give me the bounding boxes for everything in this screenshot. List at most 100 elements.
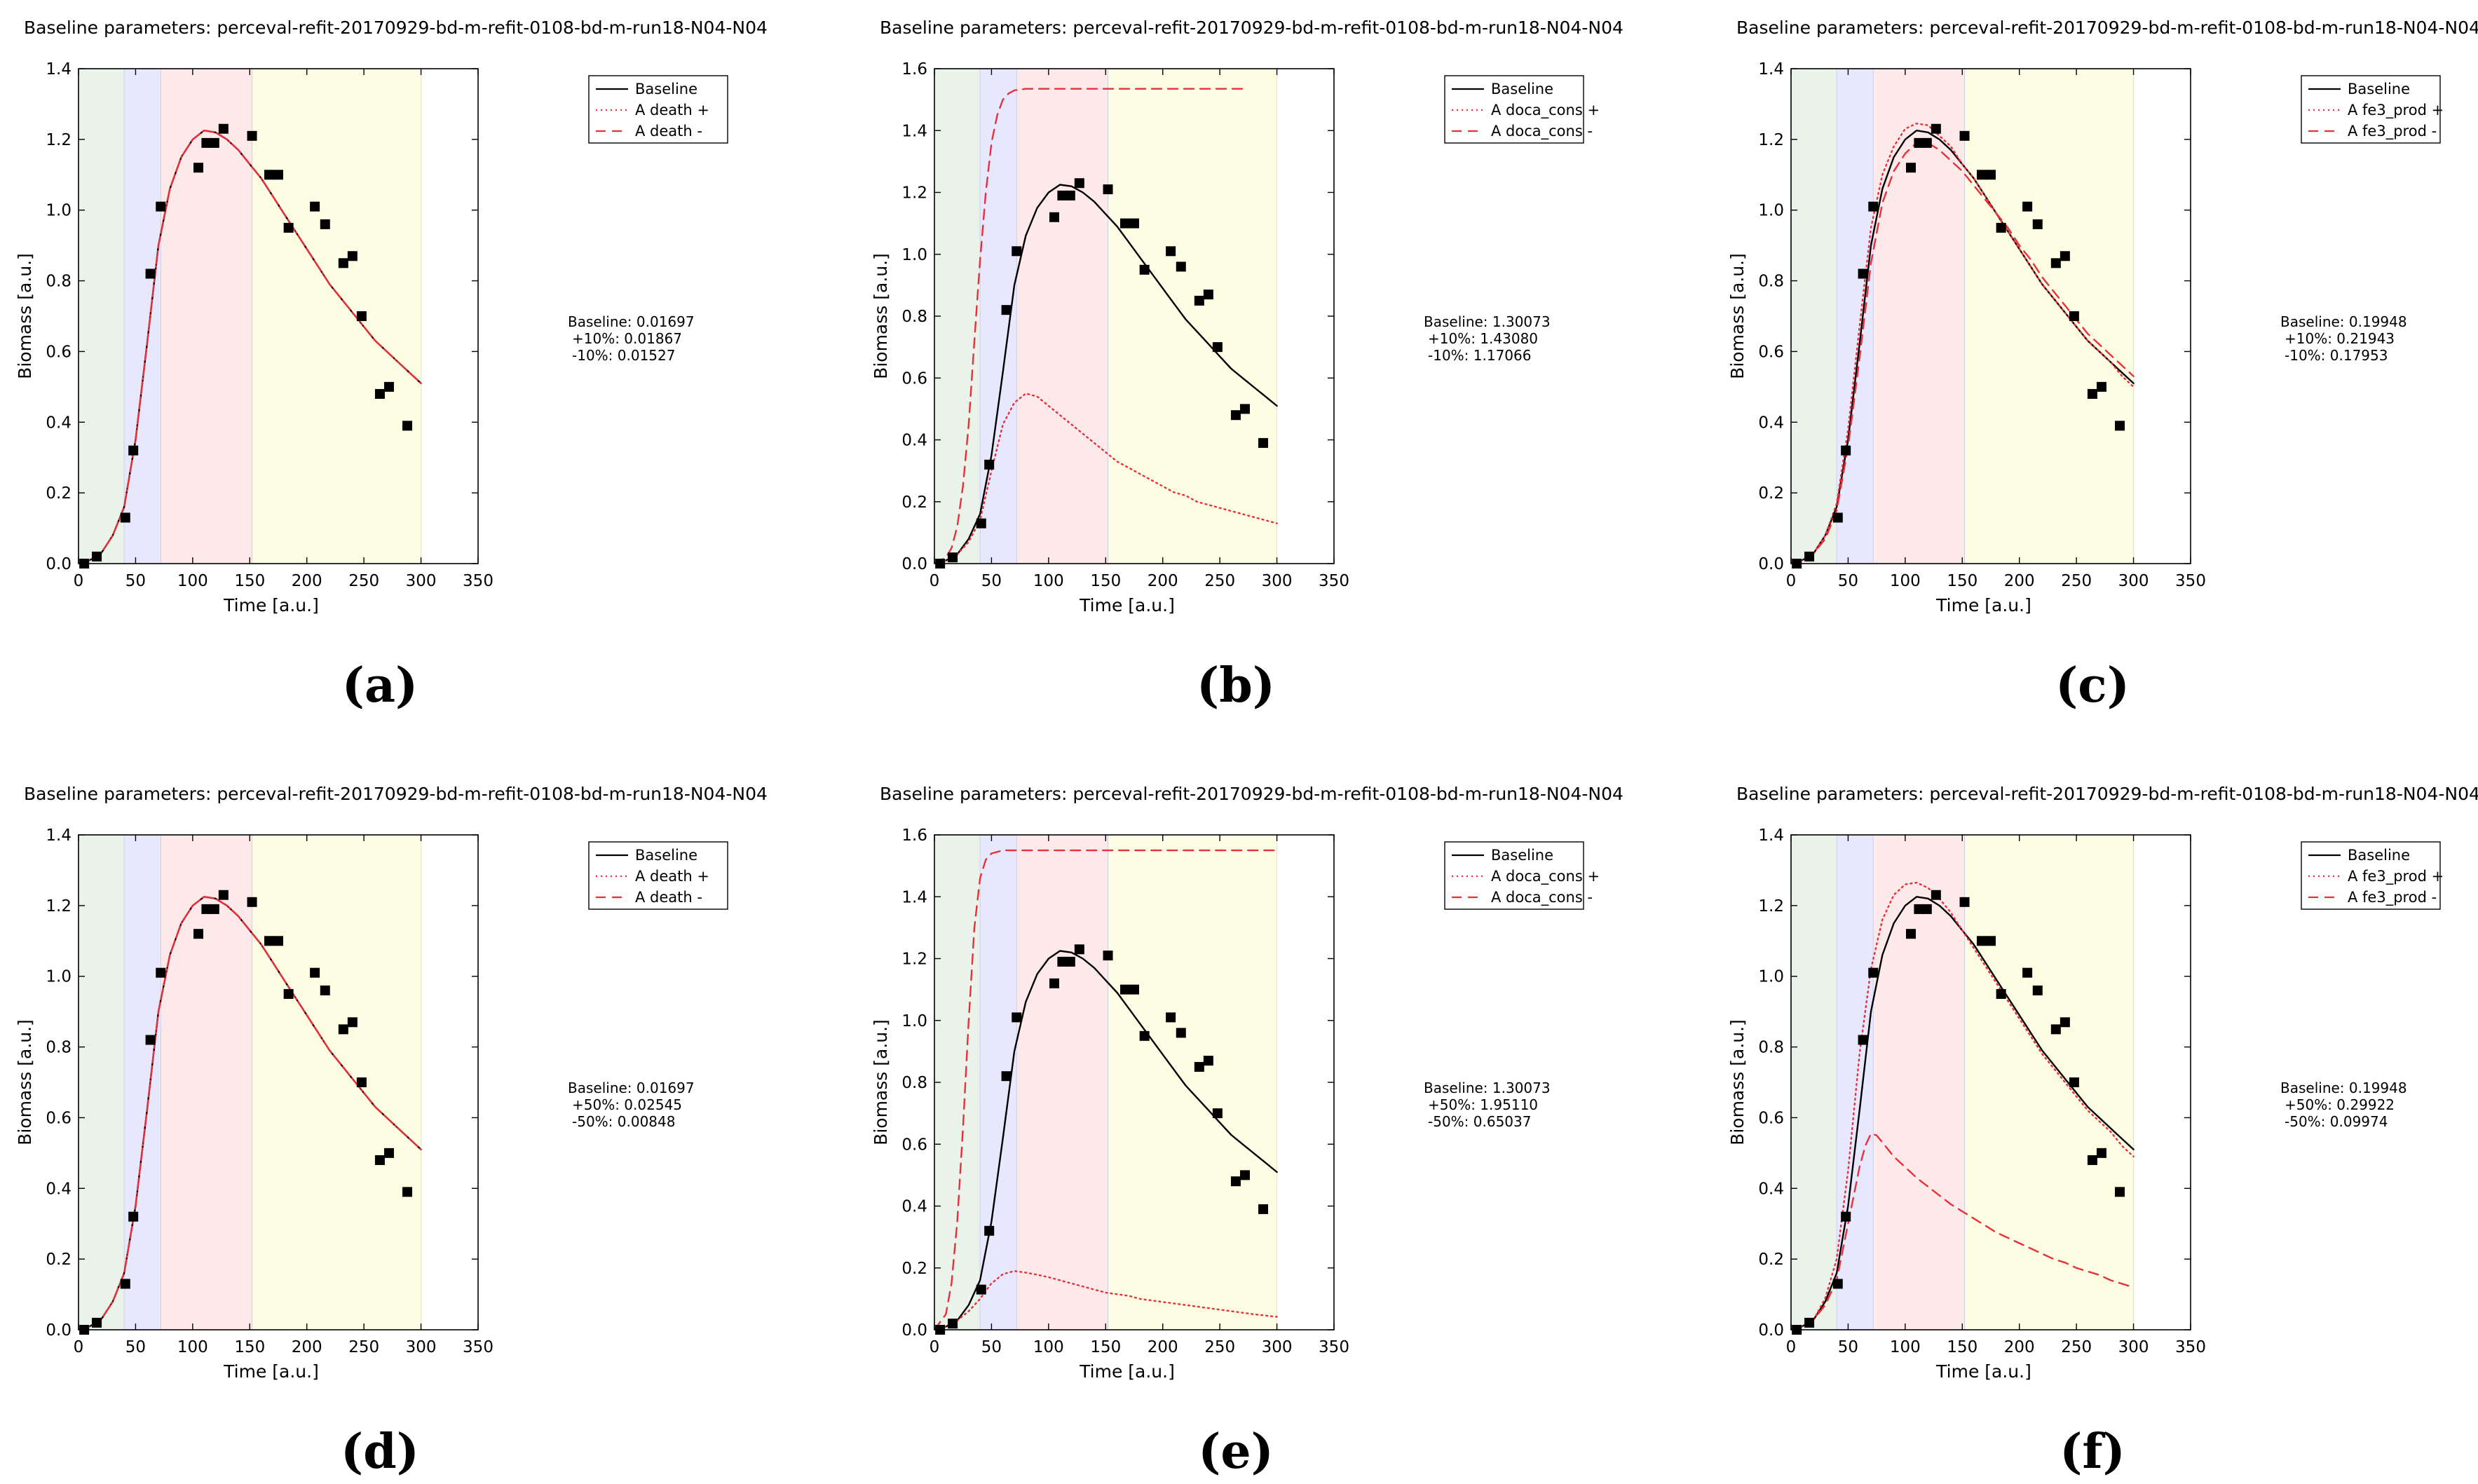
data-point [1012,246,1022,257]
phase-band [161,835,252,1330]
phase-band [1108,835,1277,1330]
data-point [374,1155,385,1165]
info-text: +50%: 0.29922 [2285,1096,2395,1113]
y-tick-label: 0.4 [46,1180,72,1198]
data-point [1832,512,1843,523]
y-tick-label: 0.0 [901,1321,927,1340]
y-tick-label: 0.8 [901,308,927,326]
curves [934,849,1278,1330]
data-point [948,1319,958,1329]
curves [934,88,1278,564]
info-text: Baseline: 1.30073 [1424,313,1551,330]
series-line-solid [934,184,1278,564]
data-point [264,936,274,946]
data-point [193,929,203,939]
legend-label: Baseline [1491,81,1553,97]
data-point [948,552,958,563]
y-tick-label: 0.4 [901,432,927,450]
data-point [193,163,203,173]
data-point [2115,421,2125,431]
plot-title: Baseline parameters: perceval-refit-2017… [1736,784,2478,804]
y-tick-label: 0.4 [1758,414,1784,432]
y-tick-label: 1.2 [901,184,927,203]
y-tick-label: 0.8 [901,1074,927,1092]
data-point [120,1279,130,1289]
data-point [383,1148,394,1158]
x-tick-label: 0 [1786,1338,1797,1356]
data-point [1212,342,1223,353]
phase-band [1873,835,1965,1330]
data-point [145,1035,156,1045]
legend-label: A death + [635,868,709,885]
data-point [1858,1035,1868,1045]
x-axis-label: Time [a.u.] [223,1361,319,1382]
data-point [209,137,219,148]
subfigure-caption: (d) [341,1424,419,1480]
data-point [1166,246,1176,257]
series-line-dashed [934,88,1250,564]
y-axis-label: Biomass [a.u.] [15,1019,35,1145]
plot-title: Baseline parameters: perceval-refit-2017… [24,18,768,38]
phase-band [934,69,981,564]
phase-band [79,69,125,564]
series-line-dotted [1791,122,2135,564]
info-text: -50%: 0.00848 [572,1113,675,1130]
data-point [1065,956,1075,967]
subplot-3: Baseline parameters: perceval-refit-2017… [1727,18,2478,714]
phase-band [1873,69,1965,564]
data-point [2096,1148,2106,1158]
data-point [201,137,212,148]
phase-band [252,835,421,1330]
x-axis-label: Time [a.u.] [1935,1361,2031,1382]
x-tick-label: 100 [1033,572,1064,590]
data-point [338,258,348,268]
subplot-4: Baseline parameters: perceval-refit-2017… [15,784,768,1480]
series-line-dashed [79,896,422,1330]
data-point [1868,201,1879,212]
subfigure-caption: (c) [2055,658,2130,714]
data-point [2096,381,2106,392]
x-tick-label: 0 [74,572,84,590]
y-tick-label: 0.4 [46,414,72,432]
y-tick-label: 0.6 [46,1109,72,1127]
x-tick-label: 200 [1148,572,1178,590]
data-point [310,201,320,212]
data-point [145,268,156,279]
x-tick-label: 100 [1033,1338,1064,1356]
x-tick-label: 0 [1786,572,1797,590]
info-text: -50%: 0.65037 [1428,1113,1531,1130]
data-point [1119,218,1130,229]
data-point [320,985,330,995]
data-point [402,421,413,431]
legend-label: A doca_cons - [1491,123,1593,140]
legend-label: Baseline [2348,81,2410,97]
plot-title: Baseline parameters: perceval-refit-2017… [24,784,768,804]
data-point [247,130,257,141]
data-point [1258,437,1269,448]
phase-band [1108,69,1277,564]
data-point [1914,137,1924,148]
data-point [1057,956,1068,967]
x-tick-label: 0 [930,572,940,590]
legend-label: A fe3_prod + [2348,102,2444,119]
axes-frame [1790,834,2191,1330]
y-tick-label: 0.2 [1758,1251,1784,1269]
y-axis-label: Biomass [a.u.] [15,253,35,379]
data-point [283,988,294,999]
phase-band [124,69,161,564]
legend-label: A doca_cons - [1491,889,1593,906]
y-tick-label: 0.0 [1758,555,1784,573]
data-point [264,170,274,180]
data-point [1212,1108,1223,1119]
y-axis-label: Biomass [a.u.] [1727,1019,1748,1145]
data-point [1914,904,1924,914]
legend-label: A doca_cons + [1491,102,1600,119]
data-point [92,551,102,561]
x-tick-label: 50 [981,572,1002,590]
data-point [2032,219,2043,229]
data-point [1001,305,1012,315]
x-tick-label: 300 [406,1338,437,1356]
data-point [1139,264,1150,275]
y-tick-label: 0.2 [46,1251,72,1269]
y-tick-label: 0.8 [1758,273,1784,291]
